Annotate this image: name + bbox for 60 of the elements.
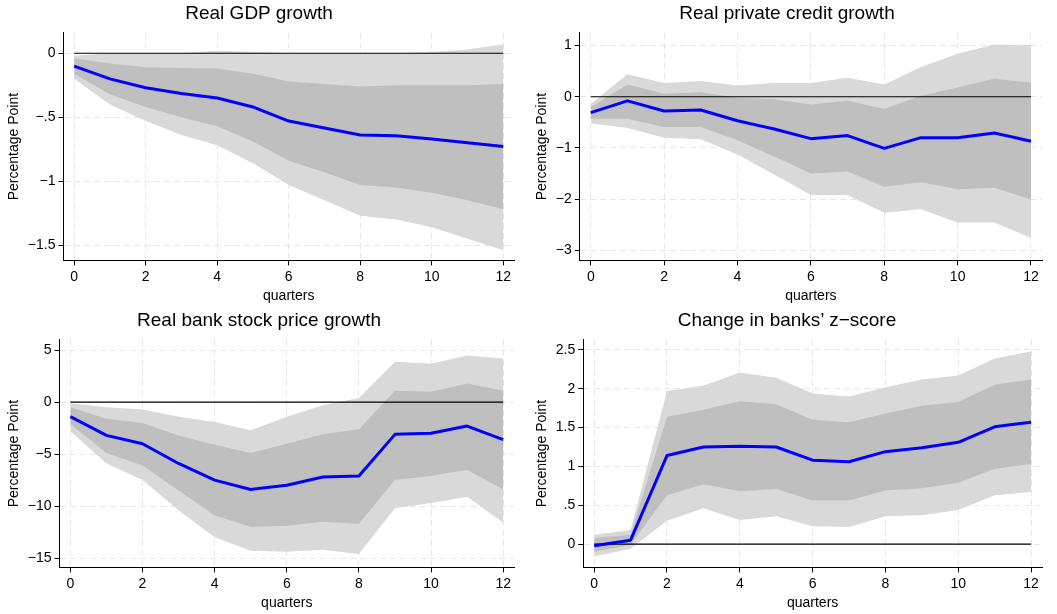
x-tick-label: 0 xyxy=(66,574,75,591)
x-tick-label: 12 xyxy=(495,574,512,591)
x-tick-label: 10 xyxy=(950,574,967,591)
x-tick-label: 2 xyxy=(663,574,672,591)
y-tick-label: −.5 xyxy=(35,108,56,125)
x-tick-label: 6 xyxy=(808,574,817,591)
x-axis-title: quarters xyxy=(785,287,837,304)
y-tick-label: −2 xyxy=(555,189,572,206)
y-tick-label: −5 xyxy=(35,444,52,461)
x-axis-title: quarters xyxy=(263,287,315,304)
x-tick-label: 10 xyxy=(423,267,440,284)
chart-title: Real bank stock price growth xyxy=(137,308,381,330)
x-tick-label: 6 xyxy=(282,574,291,591)
chart-title: Real GDP growth xyxy=(185,1,333,23)
y-tick-label: −3 xyxy=(555,241,572,258)
x-tick-label: 4 xyxy=(735,574,744,591)
x-tick-label: 8 xyxy=(356,267,365,284)
y-tick-label: −15 xyxy=(27,548,52,565)
x-tick-label: 12 xyxy=(495,267,512,284)
x-tick-label: 6 xyxy=(284,267,293,284)
x-axis-title: quarters xyxy=(786,594,839,611)
y-axis-title: Percentage Point xyxy=(5,92,22,201)
y-tick-label: 0 xyxy=(567,534,576,551)
x-tick-label: 6 xyxy=(806,267,815,284)
chart-title: Real private credit growth xyxy=(679,1,895,23)
x-tick-label: 12 xyxy=(1023,574,1040,591)
x-tick-label: 0 xyxy=(590,574,599,591)
x-tick-label: 2 xyxy=(660,267,669,284)
y-tick-label: 0 xyxy=(47,44,56,61)
x-tick-label: 8 xyxy=(881,574,890,591)
x-tick-label: 4 xyxy=(733,267,742,284)
y-axis-title: Percentage Point xyxy=(5,399,22,508)
y-axis-title: Percentage Point xyxy=(533,399,550,508)
y-tick-label: 0 xyxy=(563,87,572,104)
x-tick-label: 12 xyxy=(1023,267,1039,284)
x-tick-label: 8 xyxy=(880,267,889,284)
x-tick-label: 10 xyxy=(949,267,966,284)
x-tick-label: 4 xyxy=(210,574,219,591)
y-tick-label: 1.5 xyxy=(555,418,576,435)
x-tick-label: 0 xyxy=(70,267,79,284)
y-tick-label: 1 xyxy=(563,36,572,53)
y-tick-label: .5 xyxy=(563,496,576,513)
x-tick-label: 10 xyxy=(423,574,440,591)
y-tick-label: −10 xyxy=(27,496,52,513)
y-tick-label: 2 xyxy=(567,379,576,396)
y-tick-label: −1 xyxy=(39,171,56,188)
y-tick-label: 0 xyxy=(43,393,52,410)
y-tick-label: 1 xyxy=(567,457,576,474)
y-axis-title: Percentage Point xyxy=(533,92,550,201)
x-tick-label: 4 xyxy=(213,267,222,284)
y-tick-label: 5 xyxy=(43,341,52,358)
x-axis-title: quarters xyxy=(261,594,313,611)
x-tick-label: 2 xyxy=(138,574,147,591)
y-tick-label: −1 xyxy=(555,138,572,155)
y-tick-label: −1.5 xyxy=(27,235,56,252)
x-tick-label: 2 xyxy=(141,267,150,284)
x-tick-label: 0 xyxy=(586,267,595,284)
x-tick-label: 8 xyxy=(355,574,364,591)
chart-title: Change in banks’ z−score xyxy=(677,308,897,330)
y-tick-label: 2.5 xyxy=(555,340,576,357)
